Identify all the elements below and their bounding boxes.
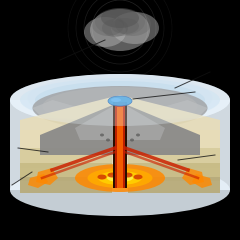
Ellipse shape <box>111 98 121 102</box>
Ellipse shape <box>124 173 132 178</box>
Polygon shape <box>117 107 123 188</box>
Ellipse shape <box>10 74 230 126</box>
Ellipse shape <box>106 138 110 142</box>
Ellipse shape <box>35 81 205 119</box>
Ellipse shape <box>20 78 220 122</box>
Ellipse shape <box>102 19 128 37</box>
Ellipse shape <box>32 86 208 130</box>
Ellipse shape <box>107 174 133 182</box>
Ellipse shape <box>28 74 212 122</box>
Polygon shape <box>128 148 220 168</box>
Polygon shape <box>128 163 220 181</box>
Ellipse shape <box>111 18 139 34</box>
Polygon shape <box>20 95 220 190</box>
Ellipse shape <box>108 96 132 106</box>
Ellipse shape <box>115 12 151 36</box>
Ellipse shape <box>97 174 107 180</box>
Ellipse shape <box>101 8 139 28</box>
Polygon shape <box>135 100 208 120</box>
Polygon shape <box>128 177 220 193</box>
Polygon shape <box>20 148 112 168</box>
Ellipse shape <box>88 168 152 188</box>
Polygon shape <box>20 163 112 181</box>
Polygon shape <box>75 102 165 140</box>
Ellipse shape <box>92 14 124 36</box>
Ellipse shape <box>75 164 165 192</box>
Polygon shape <box>32 100 105 120</box>
Ellipse shape <box>115 178 125 182</box>
Polygon shape <box>192 174 212 188</box>
Ellipse shape <box>10 164 230 216</box>
Ellipse shape <box>111 12 159 44</box>
Polygon shape <box>10 100 230 190</box>
Ellipse shape <box>130 138 134 142</box>
Ellipse shape <box>100 133 104 137</box>
Polygon shape <box>36 168 58 185</box>
Polygon shape <box>20 130 112 150</box>
Polygon shape <box>28 174 48 188</box>
Polygon shape <box>182 168 204 185</box>
Ellipse shape <box>95 8 145 36</box>
Polygon shape <box>20 177 112 193</box>
Polygon shape <box>128 130 220 150</box>
Ellipse shape <box>90 9 150 51</box>
Ellipse shape <box>98 171 142 185</box>
Ellipse shape <box>108 173 116 178</box>
Polygon shape <box>115 102 125 188</box>
Polygon shape <box>113 102 127 188</box>
Ellipse shape <box>42 87 198 125</box>
Ellipse shape <box>133 174 143 180</box>
Ellipse shape <box>10 74 230 126</box>
Ellipse shape <box>84 17 126 47</box>
Polygon shape <box>40 102 200 155</box>
Ellipse shape <box>136 133 140 137</box>
